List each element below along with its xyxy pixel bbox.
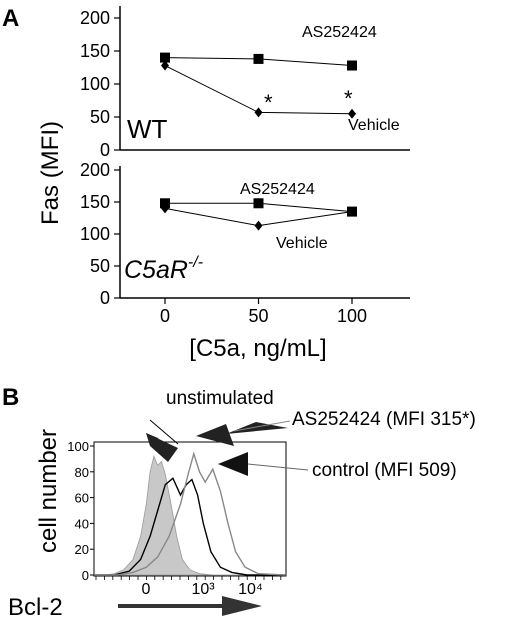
- unstimulated-pointer-line: [149, 419, 179, 445]
- c5ar-square-point: [253, 198, 264, 209]
- as252424-pointer-line: [233, 420, 291, 432]
- histogram-ytick-label: 0: [82, 568, 89, 583]
- c5ar-diamond-point: [254, 220, 263, 231]
- c5ar-xtick-label: 50: [248, 306, 268, 326]
- fas-axis-title: Fas (MFI): [37, 121, 64, 225]
- bcl2-axis-label: Bcl-2: [8, 594, 63, 621]
- histogram-ytick-label: 100: [67, 439, 89, 454]
- c5ar-diamond-point: [161, 203, 169, 214]
- wt-diamond-point: [254, 107, 263, 118]
- as252424-arrowhead: [196, 424, 234, 446]
- c5ar-ytick-label: 100: [80, 224, 110, 244]
- wt-diamond-point: [161, 60, 169, 71]
- control-histogram: [95, 451, 286, 576]
- vehicle-label-wt: Vehicle: [348, 117, 400, 134]
- c5ar-ytick-label: 150: [80, 192, 110, 212]
- histogram-ytick-label: 20: [75, 542, 89, 557]
- c5ar-x-ticks: 0 50 100: [160, 298, 367, 326]
- wt-square-point: [347, 60, 357, 71]
- panel-a-label: A: [2, 5, 19, 32]
- wt-plot-area: [160, 52, 357, 119]
- wt-ytick-label: 100: [80, 74, 110, 94]
- cell-number-label: cell number: [35, 429, 62, 553]
- significance-star-50: *: [264, 90, 273, 115]
- histogram-ytick-label: 80: [75, 465, 89, 480]
- wt-series-line: [164, 65, 353, 115]
- unstimulated-label: unstimulated: [166, 388, 274, 409]
- histogram-xtick-label: 10³: [191, 581, 215, 598]
- wt-diamond-point: [348, 108, 356, 119]
- histogram-plot-area: [95, 451, 286, 576]
- histogram-xtick-label: 10⁴: [238, 581, 263, 598]
- c5ar-ytick-label: 0: [100, 288, 110, 308]
- control-pointer-line: [247, 463, 309, 471]
- significance-star-100: *: [344, 86, 353, 111]
- wt-label: WT: [127, 114, 168, 144]
- c5ar-diamond-point: [348, 206, 356, 217]
- wt-ytick-label: 50: [90, 107, 110, 127]
- histogram-ytick-label: 40: [75, 516, 89, 531]
- c5ar-superscript: -/-: [188, 254, 203, 271]
- histogram-y-ticks: 0 20 40 60 80 100: [67, 439, 94, 583]
- wt-ytick-label: 150: [80, 41, 110, 61]
- c5ar-ytick-label: 50: [90, 256, 110, 276]
- as252424-label-c5ar: AS252424: [240, 181, 315, 198]
- wt-ytick-label: 200: [80, 8, 110, 28]
- wt-y-ticks: 0 50 100 150 200: [80, 8, 120, 160]
- c5ar-plot-area: [160, 198, 357, 231]
- histogram-xtick-label: 0: [142, 581, 151, 598]
- unstimulated-pointer: [146, 433, 178, 462]
- vehicle-label-c5ar: Vehicle: [276, 235, 328, 252]
- as252424-label-wt: AS252424: [302, 24, 377, 41]
- histogram-frame: [93, 441, 287, 577]
- c5ar-xtick-label: 0: [160, 306, 170, 326]
- histogram-x-ticks: 0 10³ 10⁴: [95, 576, 282, 598]
- cell-number-axis-title: cell number: [35, 429, 62, 553]
- c5ar-label: C5aR: [124, 256, 188, 284]
- wt-square-point: [253, 53, 264, 64]
- as252424-histogram: [95, 477, 285, 576]
- control-histogram-label: control (MFI 509): [312, 460, 457, 481]
- c5ar-xtick-label: 100: [337, 306, 367, 326]
- c5a-axis-title: [C5a, ng/mL]: [189, 335, 326, 362]
- c5ar-genotype-label: C5aR-/-: [124, 254, 203, 284]
- c5ar-y-ticks: 0 50 100 150 200: [80, 160, 120, 308]
- as252424-pointer: [226, 422, 288, 434]
- wt-ytick-label: 0: [100, 140, 110, 160]
- as252424-histogram-label: AS252424 (MFI 315*): [292, 409, 476, 430]
- panel-b-label: B: [2, 384, 19, 411]
- unstimulated-histogram: [95, 455, 285, 576]
- control-arrowhead: [218, 452, 248, 476]
- histogram-ytick-label: 60: [75, 491, 89, 506]
- wt-square-point: [160, 52, 170, 63]
- c5ar-square-point: [160, 198, 170, 209]
- bcl2-arrow-head: [222, 596, 262, 616]
- c5ar-ytick-label: 200: [80, 160, 110, 180]
